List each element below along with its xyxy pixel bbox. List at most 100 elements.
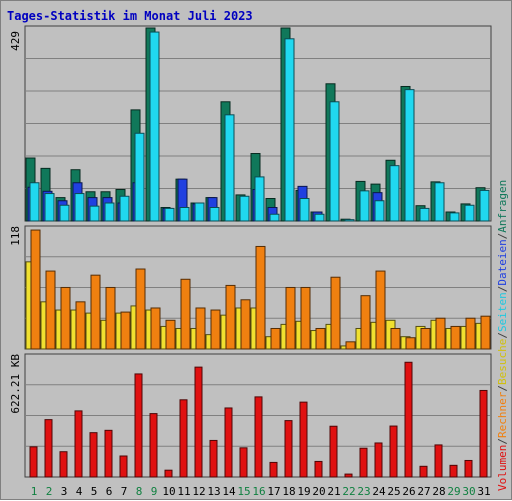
bar-volumen-day-28 [434, 444, 443, 478]
bar-volumen-day-30 [464, 459, 473, 478]
x-tick-label-day-23: 23 [357, 485, 370, 498]
bar-rechner-day-3 [60, 286, 71, 350]
bar-volumen-day-13 [209, 439, 218, 478]
x-tick-label-day-9: 9 [151, 485, 158, 498]
x-tick-label-day-26: 26 [402, 485, 415, 498]
x-tick-label-day-17: 17 [267, 485, 280, 498]
bar-volumen-day-29 [449, 464, 458, 478]
x-tick-label-day-24: 24 [372, 485, 386, 498]
x-tick-label-day-21: 21 [327, 485, 340, 498]
bar-rechner-day-19 [300, 286, 311, 350]
bar-rechner-day-26 [405, 337, 416, 350]
x-tick-label-day-27: 27 [417, 485, 430, 498]
bar-rechner-day-13 [210, 309, 221, 350]
bar-volumen-day-5 [89, 432, 98, 478]
x-tick-label-day-4: 4 [76, 485, 83, 498]
x-tick-label-day-28: 28 [432, 485, 445, 498]
bar-rechner-day-11 [180, 278, 191, 350]
bar-seiten-day-18 [284, 38, 295, 222]
bar-seiten-day-16 [254, 176, 265, 222]
bar-volumen-day-22 [344, 473, 353, 478]
x-tick-label-day-22: 22 [342, 485, 355, 498]
x-tick-label-day-10: 10 [162, 485, 175, 498]
bar-rechner-day-4 [75, 301, 86, 350]
bar-seiten-day-14 [224, 114, 235, 222]
side-legend-item-5: / [496, 332, 509, 339]
bar-volumen-day-14 [224, 407, 233, 478]
bar-volumen-day-3 [59, 451, 68, 478]
x-tick-label-day-1: 1 [31, 485, 38, 498]
bar-volumen-day-8 [134, 373, 143, 478]
bar-seiten-day-17 [269, 213, 280, 222]
panel-middle: 118 [9, 225, 492, 350]
bar-rechner-day-9 [150, 307, 161, 350]
bar-volumen-day-23 [359, 447, 368, 478]
x-axis-labels: 1 2 3 4 5 6 7 8 9 10 11 12 13 14 15 16 17 18 19 20 21 22 23 24 2… [31, 485, 491, 498]
bar-volumen-day-7 [119, 455, 128, 478]
x-tick-label-day-11: 11 [177, 485, 190, 498]
bar-rechner-day-27 [420, 327, 431, 350]
bar-rechner-day-22 [345, 341, 356, 350]
x-tick-label-day-19: 19 [297, 485, 310, 498]
side-legend-item-7: / [496, 286, 509, 293]
x-tick-label-day-14: 14 [222, 485, 236, 498]
bar-rechner-day-5 [90, 274, 101, 350]
bar-rechner-day-24 [375, 270, 386, 350]
bar-rechner-day-29 [450, 325, 461, 350]
bar-seiten-day-30 [464, 204, 475, 222]
x-tick-label-day-8: 8 [136, 485, 143, 498]
x-tick-label-day-5: 5 [91, 485, 98, 498]
panel-bottom-max-label: 622.21 KB [9, 354, 22, 414]
panel-middle-max-label: 118 [9, 226, 22, 246]
bar-seiten-day-5 [89, 205, 100, 222]
x-tick-label-day-13: 13 [207, 485, 220, 498]
bar-volumen-day-12 [194, 366, 203, 478]
x-tick-label-day-31: 31 [477, 485, 490, 498]
bar-volumen-day-21 [329, 425, 338, 478]
bar-seiten-day-15 [239, 195, 250, 222]
x-tick-label-day-25: 25 [387, 485, 400, 498]
side-legend-item-9: / [496, 233, 509, 240]
chart-title: Tages-Statistik im Monat Juli 2023 [7, 9, 253, 23]
panel-bottom: 622.21 KB [9, 353, 492, 478]
bar-seiten-day-2 [44, 193, 55, 222]
side-legend-item-10: Anfragen [496, 180, 509, 233]
bar-volumen-day-15 [239, 447, 248, 478]
bar-seiten-day-24 [374, 200, 385, 222]
bar-volumen-day-19 [299, 401, 308, 478]
x-tick-label-day-15: 15 [237, 485, 250, 498]
bar-rechner-day-16 [255, 245, 266, 350]
x-tick-label-day-12: 12 [192, 485, 205, 498]
bar-volumen-day-1 [29, 446, 38, 478]
x-tick-label-day-20: 20 [312, 485, 325, 498]
bar-rechner-day-17 [270, 327, 281, 350]
side-legend: Volumen/Rechner/Besuche/Seiten/Dateien/A… [496, 180, 509, 491]
bar-volumen-day-2 [44, 419, 53, 478]
bar-volumen-day-17 [269, 461, 278, 478]
bar-seiten-day-13 [209, 207, 220, 222]
x-tick-label-day-30: 30 [462, 485, 475, 498]
x-tick-label-day-18: 18 [282, 485, 295, 498]
bar-seiten-day-29 [449, 212, 460, 222]
bar-rechner-day-14 [225, 284, 236, 350]
bar-seiten-day-23 [359, 190, 370, 222]
bar-volumen-day-26 [404, 361, 413, 478]
bar-rechner-day-6 [105, 286, 116, 350]
bar-volumen-day-31 [479, 389, 488, 478]
bar-seiten-day-11 [179, 207, 190, 222]
panel-top-max-label: 429 [9, 31, 22, 51]
bar-seiten-day-26 [404, 89, 415, 222]
bar-volumen-day-11 [179, 399, 188, 478]
bar-rechner-day-20 [315, 327, 326, 350]
bar-volumen-day-25 [389, 425, 398, 478]
bar-seiten-day-21 [329, 101, 340, 222]
bar-rechner-day-15 [240, 299, 251, 350]
bar-seiten-day-31 [479, 189, 490, 222]
x-tick-label-day-6: 6 [106, 485, 113, 498]
bar-seiten-day-4 [74, 193, 85, 222]
bar-volumen-day-24 [374, 442, 383, 478]
x-tick-label-day-3: 3 [61, 485, 68, 498]
bar-seiten-day-22 [344, 219, 355, 222]
